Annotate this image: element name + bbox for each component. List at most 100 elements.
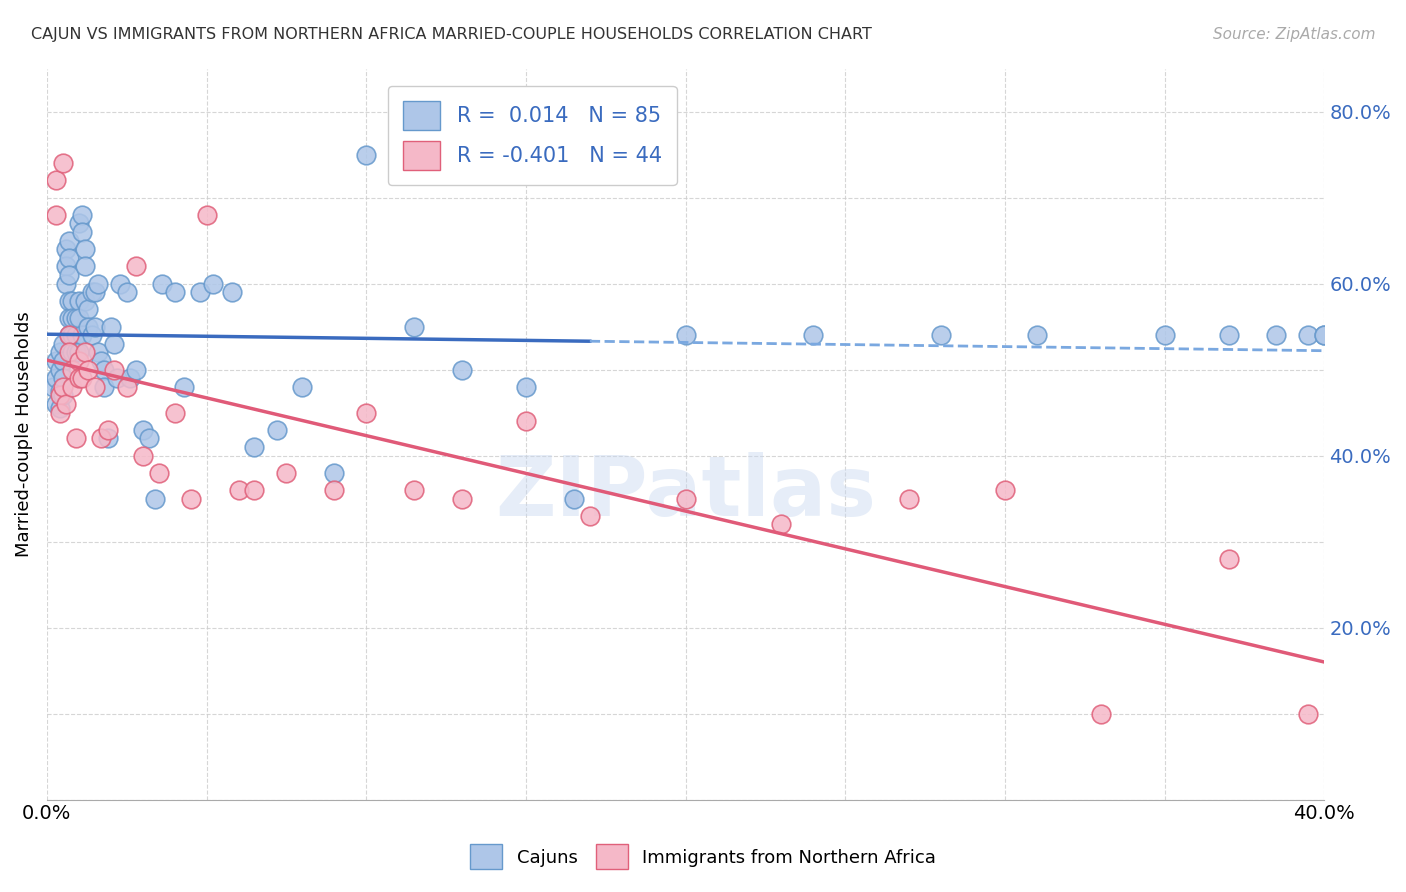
Point — [100, 319, 122, 334]
Point — [58, 293, 80, 308]
Point — [58, 328, 80, 343]
Point — [62, 345, 84, 359]
Point — [163, 406, 186, 420]
Point — [70, 328, 93, 343]
Point — [291, 380, 314, 394]
Point — [103, 362, 125, 376]
Point — [562, 491, 585, 506]
Point — [675, 328, 697, 343]
Point — [45, 397, 67, 411]
Point — [118, 371, 141, 385]
Point — [356, 147, 378, 161]
Point — [451, 491, 474, 506]
Point — [803, 328, 825, 343]
Point — [65, 310, 87, 325]
Point — [45, 208, 67, 222]
Point — [898, 491, 921, 506]
Point — [67, 354, 90, 368]
Point — [77, 319, 100, 334]
Point — [675, 491, 697, 506]
Point — [276, 466, 298, 480]
Point — [93, 362, 115, 376]
Point — [404, 319, 426, 334]
Point — [67, 345, 90, 359]
Point — [75, 345, 97, 359]
Point — [150, 277, 173, 291]
Point — [266, 423, 288, 437]
Point — [125, 362, 148, 376]
Point — [90, 354, 112, 368]
Point — [451, 362, 474, 376]
Point — [1298, 328, 1320, 343]
Point — [62, 293, 84, 308]
Point — [515, 414, 537, 428]
Point — [1265, 328, 1288, 343]
Point — [515, 380, 537, 394]
Point — [58, 251, 80, 265]
Point — [67, 371, 90, 385]
Point — [65, 328, 87, 343]
Point — [115, 380, 138, 394]
Y-axis label: Married-couple Households: Married-couple Households — [15, 311, 32, 557]
Point — [1218, 551, 1240, 566]
Point — [83, 380, 105, 394]
Point — [1090, 706, 1112, 721]
Point — [195, 208, 218, 222]
Point — [131, 449, 153, 463]
Point — [52, 371, 75, 385]
Point — [52, 388, 75, 402]
Point — [180, 491, 202, 506]
Point — [55, 397, 77, 411]
Point — [1313, 328, 1336, 343]
Point — [58, 345, 80, 359]
Text: Source: ZipAtlas.com: Source: ZipAtlas.com — [1212, 27, 1375, 42]
Point — [55, 242, 77, 256]
Point — [103, 336, 125, 351]
Point — [243, 440, 266, 454]
Point — [1313, 328, 1336, 343]
Point — [93, 380, 115, 394]
Point — [323, 483, 346, 497]
Point — [45, 354, 67, 368]
Point — [97, 423, 120, 437]
Point — [356, 406, 378, 420]
Point — [55, 260, 77, 274]
Legend: Cajuns, Immigrants from Northern Africa: Cajuns, Immigrants from Northern Africa — [461, 835, 945, 879]
Point — [228, 483, 250, 497]
Point — [55, 277, 77, 291]
Point — [75, 260, 97, 274]
Point — [62, 328, 84, 343]
Point — [131, 423, 153, 437]
Point — [70, 225, 93, 239]
Point — [1218, 328, 1240, 343]
Point — [48, 388, 70, 402]
Point — [77, 302, 100, 317]
Point — [323, 466, 346, 480]
Point — [70, 208, 93, 222]
Point — [201, 277, 224, 291]
Point — [105, 371, 128, 385]
Point — [90, 431, 112, 445]
Point — [62, 362, 84, 376]
Point — [188, 285, 211, 300]
Point — [48, 401, 70, 416]
Point — [83, 285, 105, 300]
Point — [48, 362, 70, 376]
Point — [52, 354, 75, 368]
Point — [1153, 328, 1175, 343]
Point — [115, 285, 138, 300]
Text: ZIPatlas: ZIPatlas — [495, 452, 876, 533]
Point — [65, 431, 87, 445]
Point — [58, 328, 80, 343]
Point — [173, 380, 195, 394]
Point — [67, 216, 90, 230]
Point — [163, 285, 186, 300]
Point — [1026, 328, 1049, 343]
Point — [52, 380, 75, 394]
Point — [80, 285, 103, 300]
Point — [45, 371, 67, 385]
Point — [1298, 706, 1320, 721]
Point — [87, 277, 110, 291]
Point — [75, 242, 97, 256]
Point — [52, 156, 75, 170]
